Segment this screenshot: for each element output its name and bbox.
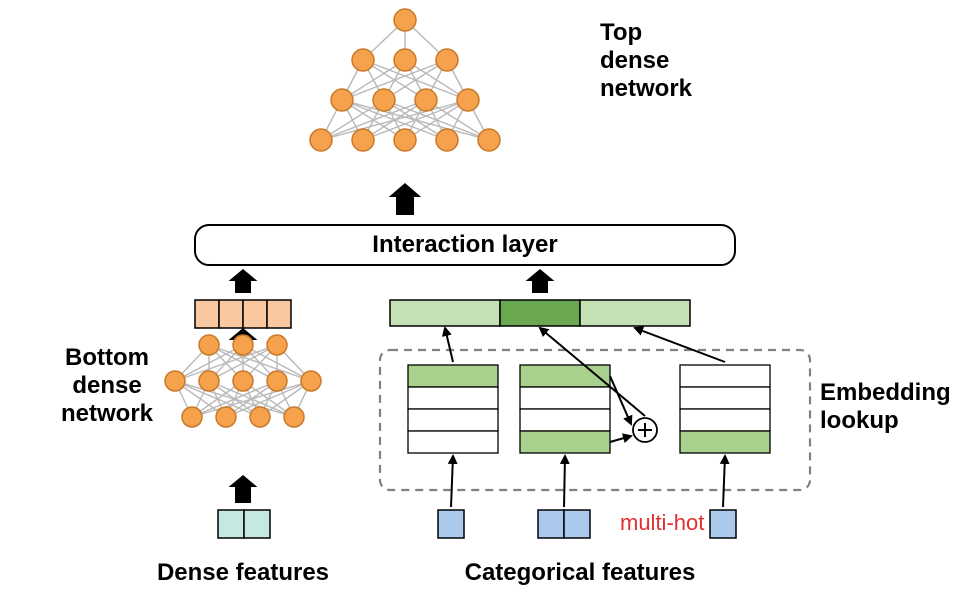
categorical-input-cell [438,510,464,538]
svg-text:lookup: lookup [820,407,899,434]
dense-input-cell [218,510,244,538]
dense-output-cell [243,300,267,328]
concat-segment [390,300,500,326]
dense-features-label: Dense features [157,559,329,586]
embedding-row [520,409,610,431]
embedding-row [680,409,770,431]
embedding-row [408,365,498,387]
dense-output-cell [195,300,219,328]
embedding-row [680,365,770,387]
categorical-input-cell [564,510,590,538]
categorical-input-cell [710,510,736,538]
embedding-row [408,431,498,453]
embedding-row [680,387,770,409]
embedding-row [520,387,610,409]
concat-segment [500,300,580,326]
svg-text:Embedding: Embedding [820,379,951,406]
embedding-row [520,431,610,453]
categorical-features-label: Categorical features [465,559,696,586]
categorical-input-cell [538,510,564,538]
svg-text:network: network [600,75,693,102]
embedding-row [680,431,770,453]
interaction-layer-label: Interaction layer [372,231,557,258]
concat-segment [580,300,690,326]
svg-text:Bottom: Bottom [65,344,149,371]
dense-output-cell [267,300,291,328]
embedding-row [408,387,498,409]
multi-hot-label: multi-hot [620,510,704,535]
dense-output-cell [219,300,243,328]
svg-text:network: network [61,400,154,427]
architecture-diagram: TopdensenetworkInteraction layerBottomde… [0,0,975,613]
svg-text:dense: dense [72,372,141,399]
embedding-row [408,409,498,431]
dense-input-cell [244,510,270,538]
top-net-label-1: Top [600,19,642,46]
svg-text:dense: dense [600,47,669,74]
